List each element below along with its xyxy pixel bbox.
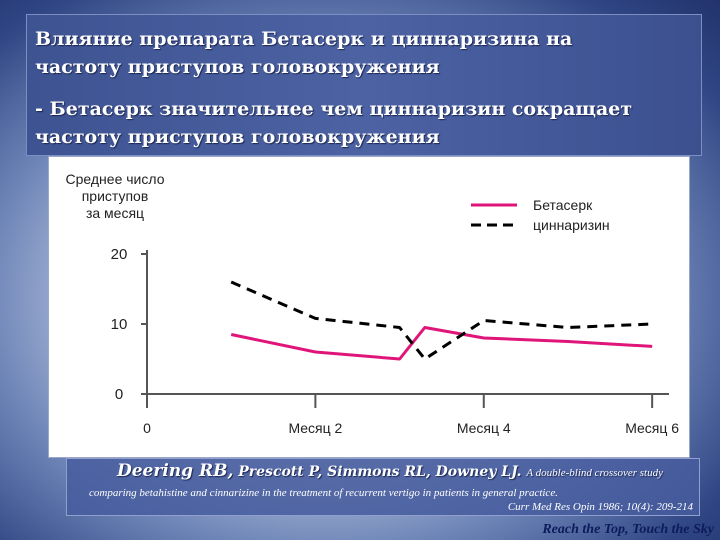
x-tick-label: Месяц 2	[288, 420, 342, 436]
x-tick-label: Месяц 4	[457, 420, 511, 436]
slide-subtitle-line2: частоту приступов головокружения	[35, 126, 440, 148]
x-tick-label: 0	[143, 420, 151, 436]
tagline: Reach the Top, Touch the Sky	[542, 522, 714, 537]
reference-authors-lead: Deering RB,	[117, 461, 234, 481]
legend-label-1: Бетасерк	[533, 197, 593, 213]
reference-line2: comparing betahistine and cinnarizine in…	[89, 487, 558, 499]
reference-panel: Deering RB, Prescott P, Simmons RL, Down…	[66, 458, 700, 516]
y-axis-label-line: за месяц	[86, 205, 144, 221]
y-tick-label: 10	[111, 316, 128, 333]
y-axis-label-line: приступов	[82, 188, 149, 204]
title-panel: Влияние препарата Бетасерк и циннаризина…	[26, 14, 702, 156]
series-line-1	[230, 326, 653, 361]
x-tick-label: Месяц 6	[625, 420, 679, 436]
slide-title-line2: частоту приступов головокружения	[35, 56, 440, 78]
y-axis-label-line: Среднее число	[66, 171, 165, 187]
series-line-2	[230, 280, 653, 361]
slide-subtitle-line1: - Бетасерк значительнее чем циннаризин с…	[35, 98, 633, 120]
reference-citation: Curr Med Res Opin 1986; 10(4): 209-214	[507, 501, 693, 513]
slide-title: Влияние препарата Бетасерк и циннаризина…	[35, 25, 572, 81]
legend-label-2: циннаризин	[533, 217, 610, 233]
y-tick-label: 0	[115, 386, 123, 403]
slide-title-line1: Влияние препарата Бетасерк и циннаризина…	[35, 28, 573, 50]
reference-authors-rest: Prescott P, Simmons RL, Downey LJ.	[233, 464, 522, 480]
y-tick-label: 20	[111, 246, 128, 263]
reference-authors: Deering RB, Prescott P, Simmons RL, Down…	[117, 461, 663, 481]
chart-panel: Среднее число приступов за месяц 0 10 20 0 Меся…	[48, 156, 690, 458]
slide-subtitle: - Бетасерк значительнее чем циннаризин с…	[35, 95, 632, 151]
reference-title-start: A double-blind crossover study	[526, 467, 663, 479]
